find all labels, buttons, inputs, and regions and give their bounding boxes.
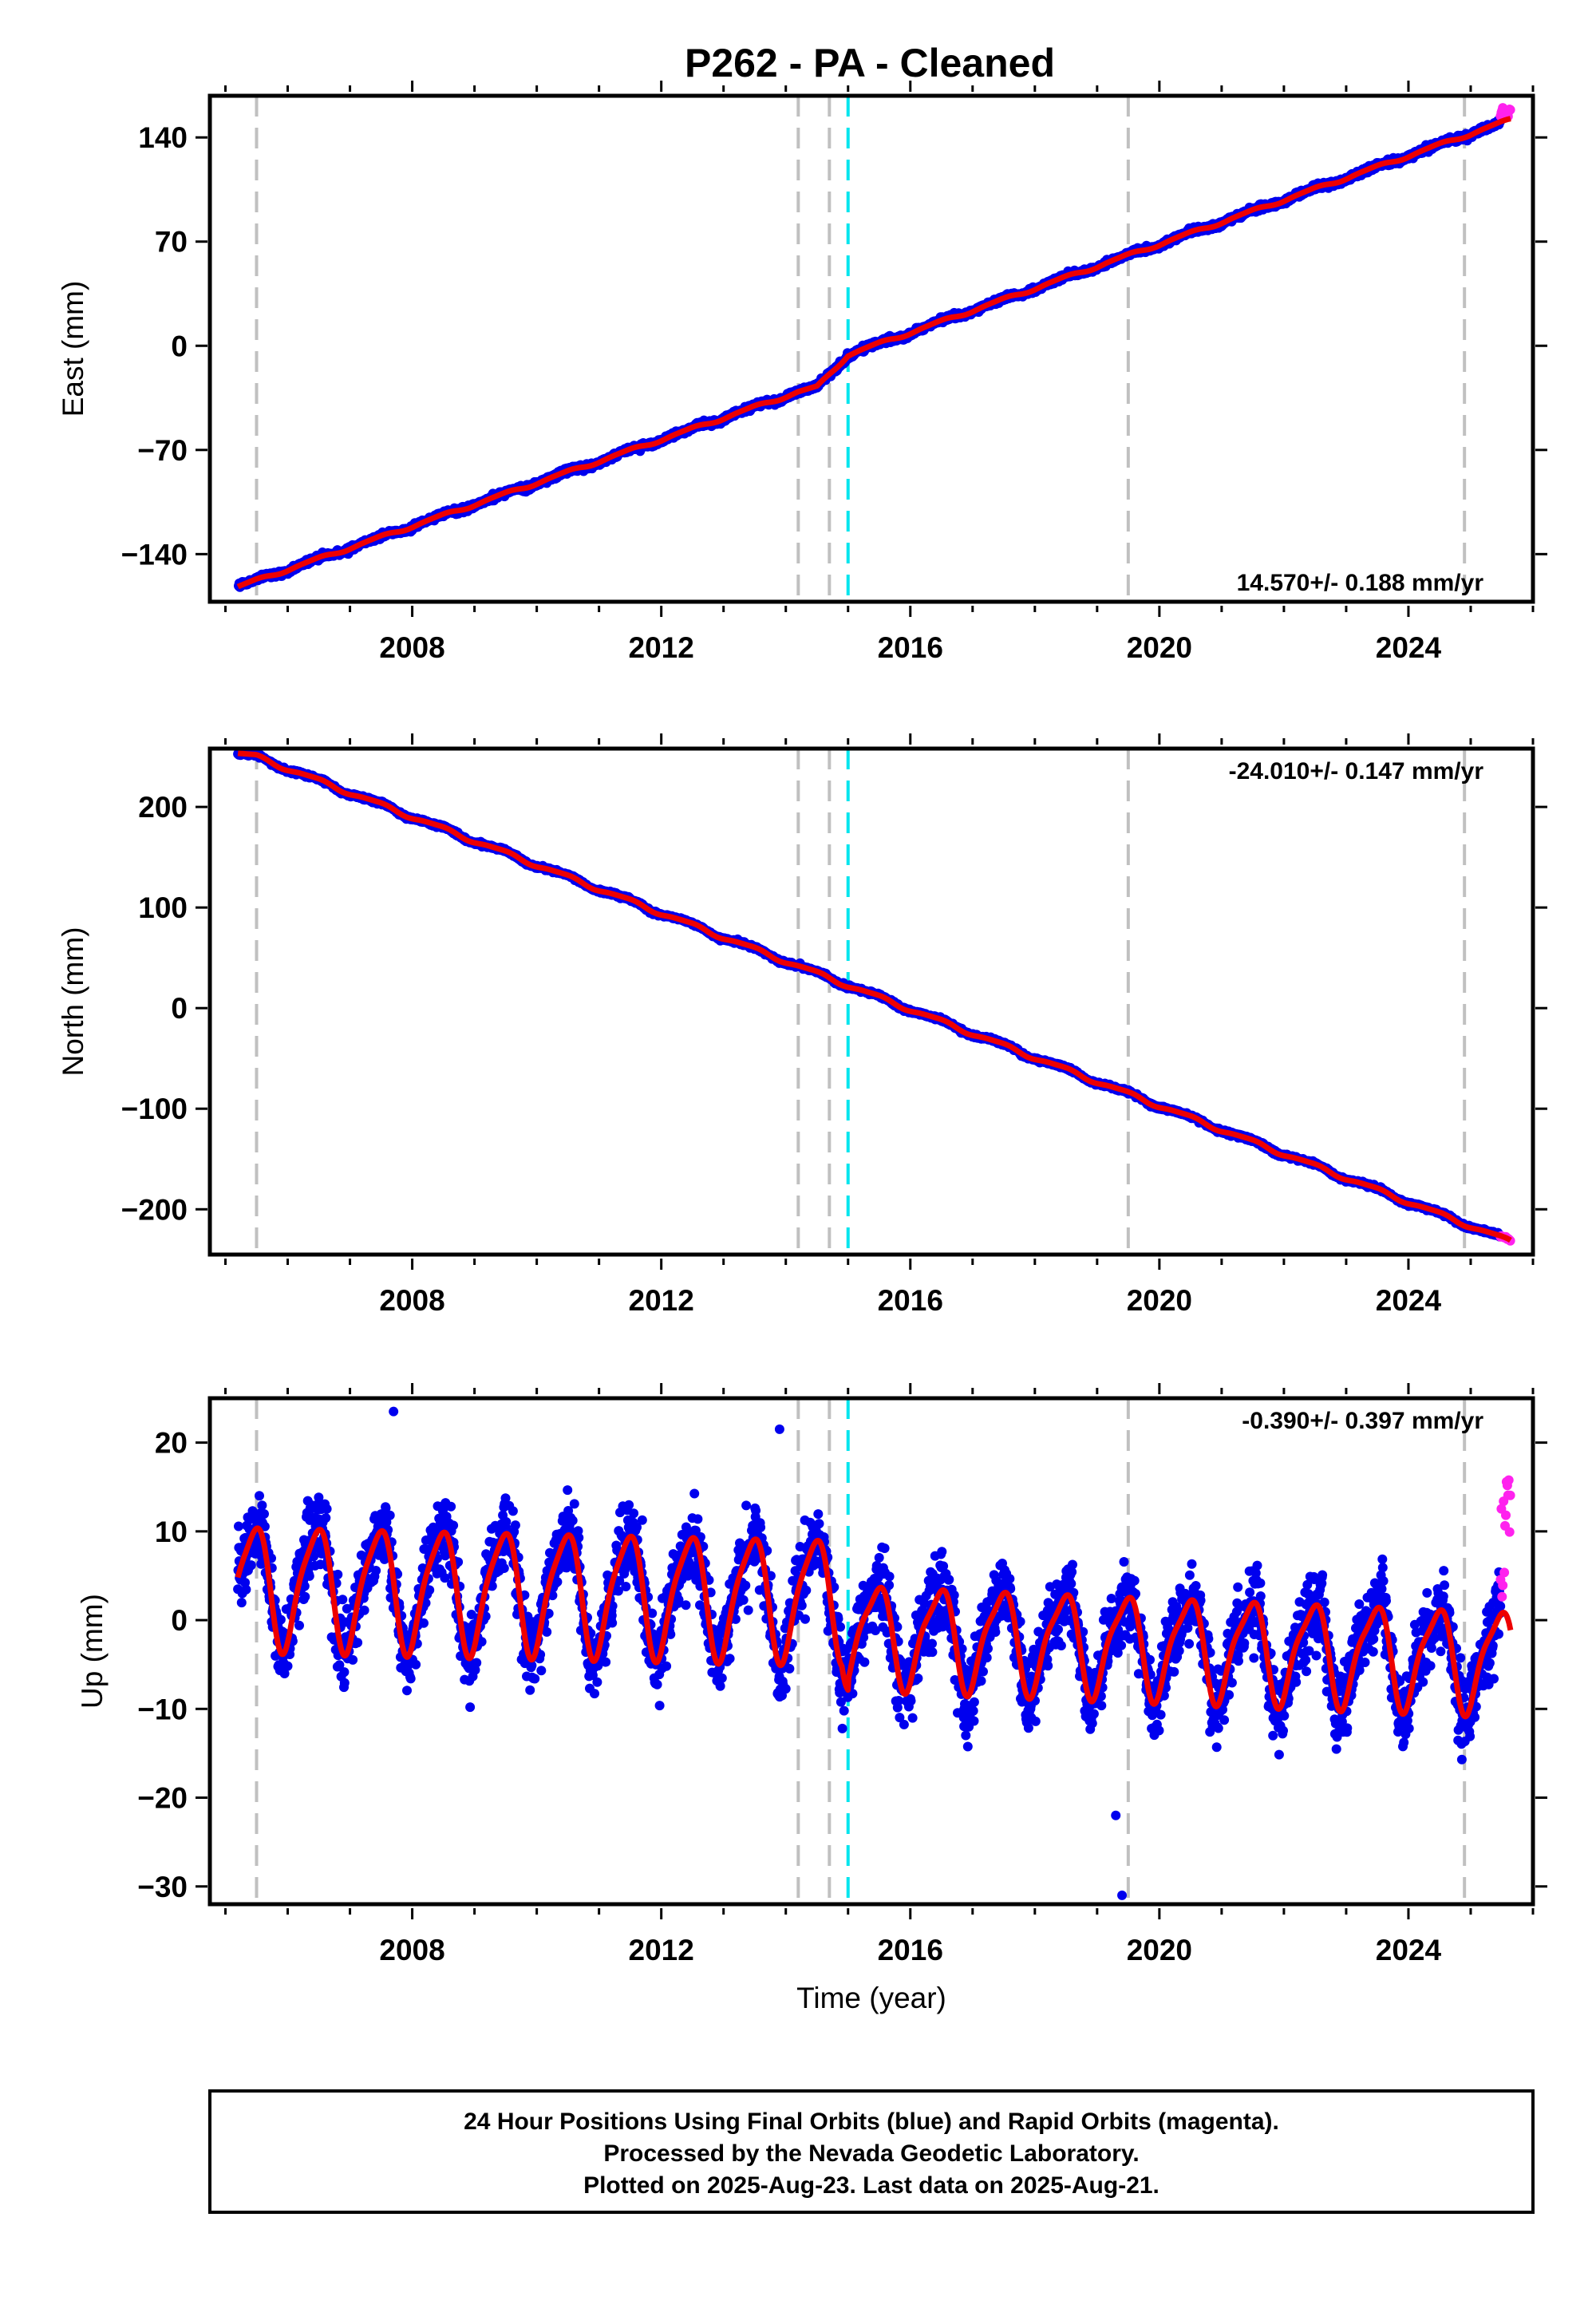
east-y-axis-label: East (mm)	[57, 281, 89, 417]
north-panel: 2008 2012 2016 2020 2024−200−1000100200North…	[57, 733, 1547, 1317]
east-x-tick-label: 2016	[878, 631, 943, 664]
east-y-tick-label: 70	[155, 226, 188, 259]
east-y-tick-label: 140	[138, 121, 188, 154]
east-plot-area	[234, 96, 1515, 602]
east-x-tick-label: 2020	[1127, 631, 1192, 664]
east-x-tick-label: 2024	[1376, 631, 1442, 664]
figure-title: P262 - PA - Cleaned	[685, 41, 1055, 85]
east-y-tick-label: 0	[171, 330, 188, 362]
north-plot-area	[233, 749, 1515, 1255]
east-x-tick-label: 2012	[629, 631, 694, 664]
east-x-tick-label: 2008	[379, 631, 444, 664]
east-y-tick-label: −140	[121, 538, 188, 571]
east-panel: 2008 2012 2016 2020 2024 −140 −70 0 70 140 East (m…	[57, 81, 1547, 664]
east-rapid-point	[1505, 105, 1515, 115]
east-y-tick-label: −70	[137, 434, 188, 467]
east-rate-label: 14.570+/- 0.188 mm/yr	[1237, 570, 1484, 596]
